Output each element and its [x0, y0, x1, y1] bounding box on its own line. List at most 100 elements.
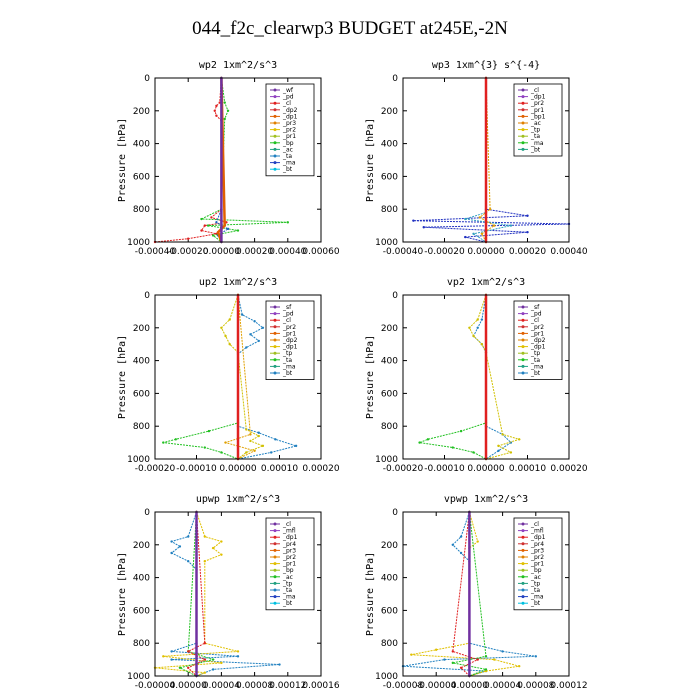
data-point-pr1 — [253, 449, 256, 452]
data-point-tp — [274, 438, 277, 441]
data-point-tp — [187, 560, 190, 563]
legend-marker — [521, 121, 525, 125]
data-point-dp1 — [210, 216, 213, 219]
panel-title: wp2 1xm^2/s^3 — [199, 60, 277, 71]
plot-frame — [154, 511, 322, 677]
legend-label: _pr3 — [282, 120, 296, 127]
data-point-pr2 — [501, 433, 504, 436]
legend-marker — [273, 121, 277, 125]
chart-panel-3: up2 1xm^2/s^3 Pressure [hPa] 0 200 400 600 800… — [117, 277, 340, 474]
legend-marker — [273, 568, 277, 572]
x-tick-label: -0.00010 — [424, 464, 465, 474]
data-point-ac — [509, 224, 513, 227]
legend-label: _ma — [282, 594, 296, 601]
y-tick-label: 400 — [133, 140, 150, 150]
legend-label: _bp — [530, 567, 542, 574]
legend-label: _tp — [530, 350, 540, 357]
data-point-pr2 — [224, 334, 227, 338]
series-line-dp1 — [154, 77, 227, 243]
legend-label: _pr1 — [282, 330, 296, 337]
y-tick-label: 0 — [144, 508, 150, 518]
data-point-bp — [178, 666, 182, 669]
data-point-pr2 — [435, 648, 438, 651]
y-tick-label: 200 — [381, 541, 398, 551]
legend-marker — [521, 114, 525, 118]
x-tick-label: -0.00040 — [135, 247, 176, 257]
legend-marker — [273, 535, 277, 539]
data-point-pr2 — [476, 318, 479, 321]
data-point-dp1 — [451, 650, 454, 653]
legend-label: _ac — [530, 120, 541, 127]
data-point-tp — [278, 663, 281, 666]
data-point-dp1 — [203, 224, 206, 227]
y-tick-label: 800 — [133, 205, 150, 215]
legend-marker — [273, 312, 277, 316]
data-point-dp1 — [213, 109, 216, 113]
legend-label: _ma — [530, 594, 544, 601]
legend-marker — [521, 345, 525, 349]
data-point-tp — [497, 449, 500, 452]
data-point-tp — [187, 535, 190, 538]
data-point-bp — [451, 661, 454, 665]
legend-label: _wf — [282, 87, 294, 94]
x-tick-label: 0.00060 — [302, 247, 339, 257]
legend-label: _pr2 — [282, 554, 296, 561]
legend-label: _mfl — [530, 528, 544, 535]
chart-panel-2: wp3 1xm^{3} s^{-4} Pressure [hPa] 0 200 400 6… — [365, 60, 588, 257]
data-point-pr2 — [493, 658, 496, 661]
legend-marker — [521, 588, 525, 592]
y-axis-label: Pressure [hPa] — [365, 335, 376, 419]
legend-label: _pd — [282, 311, 294, 318]
legend-marker — [521, 358, 525, 362]
legend-marker — [273, 548, 277, 552]
legend-label: _ma — [530, 363, 544, 370]
legend-marker — [521, 331, 525, 335]
x-tick-label: 0.00000 — [451, 681, 488, 691]
data-point-ta — [215, 221, 218, 224]
data-point-ta — [422, 226, 425, 229]
legend-marker — [521, 305, 525, 309]
data-point-pr2 — [203, 671, 206, 674]
data-point-ta — [526, 214, 529, 217]
legend-label: _bt — [530, 146, 541, 153]
x-tick-label: 0.00040 — [550, 247, 587, 257]
legend-label: _ta — [530, 133, 540, 140]
data-point-ta — [526, 230, 529, 234]
data-point-pr2 — [484, 669, 488, 673]
data-point-dp1 — [207, 429, 211, 433]
x-tick-label: 0.00010 — [261, 464, 298, 474]
legend: _wf_pd_cl_dp2_dp1_pr3_pr2_pr1_bp_ac_ta_m… — [265, 83, 315, 177]
data-point-bp — [211, 658, 215, 661]
legend-label: _pr4 — [530, 541, 544, 548]
data-point-dp1 — [187, 650, 190, 653]
legend-label: _cl — [282, 100, 291, 107]
series-line-pr2 — [411, 511, 520, 677]
figure-title: 044_f2c_clearwp3 BUDGET at245E,-2N — [192, 18, 508, 39]
data-point-pr2 — [228, 343, 231, 346]
data-point-tp — [257, 431, 260, 434]
data-point-tp — [480, 318, 484, 321]
y-tick-label: 400 — [381, 357, 398, 367]
data-point-tp — [294, 444, 298, 448]
legend-marker — [273, 305, 277, 309]
legend-marker — [273, 581, 277, 585]
legend-marker — [273, 128, 277, 132]
data-point-pr2 — [497, 444, 500, 448]
y-tick-label: 600 — [381, 606, 398, 616]
plot-frame — [402, 294, 570, 460]
data-point-pr3 — [223, 117, 226, 121]
data-point-tp — [178, 545, 182, 548]
legend-label: _bp1 — [530, 113, 546, 120]
legend-marker — [273, 318, 277, 322]
data-point-bp — [484, 655, 488, 658]
y-tick-label: 600 — [133, 606, 150, 616]
data-point-tp — [170, 540, 173, 543]
legend-label: _cl — [530, 317, 539, 324]
legend-marker — [521, 575, 525, 579]
data-point-ta — [226, 227, 230, 231]
y-axis-label: Pressure [hPa] — [365, 118, 376, 202]
legend-label: _ma — [282, 160, 296, 167]
data-point-dp1 — [200, 229, 203, 232]
data-point-dp1 — [215, 114, 218, 117]
